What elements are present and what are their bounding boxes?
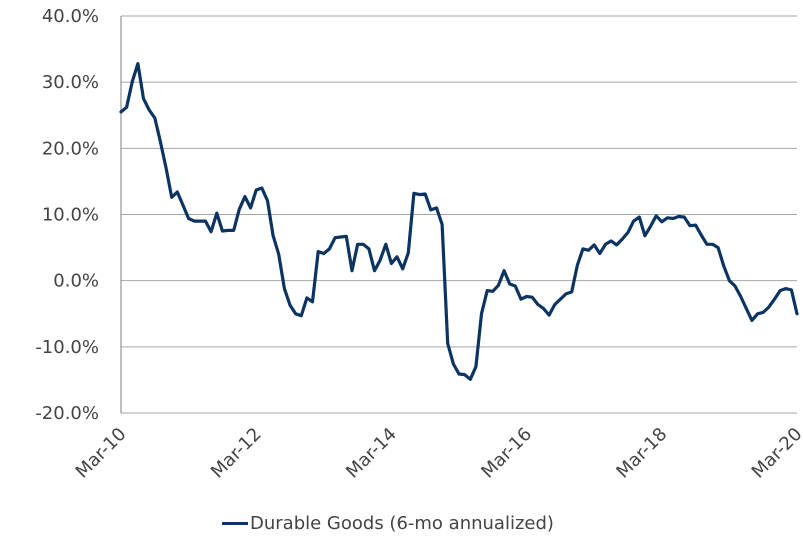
x-tick-label: Mar-10 bbox=[72, 424, 131, 483]
x-tick-label: Mar-18 bbox=[612, 424, 671, 483]
gridlines bbox=[121, 15, 797, 414]
x-tick-label: Mar-20 bbox=[748, 424, 803, 483]
y-tick-label: -20.0% bbox=[35, 403, 99, 424]
legend-swatch bbox=[222, 521, 248, 525]
y-tick-label: -10.0% bbox=[35, 337, 99, 358]
y-tick-label: 20.0% bbox=[42, 138, 99, 159]
y-tick-labels: -20.0% -10.0% 0.0% 10.0% 20.0% 30.0% 40.0% bbox=[35, 6, 99, 424]
y-tick-label: 0.0% bbox=[53, 271, 99, 292]
y-tick-label: 40.0% bbox=[42, 6, 99, 27]
x-tick-labels: Mar-10 Mar-12 Mar-14 Mar-16 Mar-18 Mar-20 bbox=[72, 424, 803, 483]
x-tick-label: Mar-12 bbox=[207, 424, 266, 483]
legend: Durable Goods (6-mo annualized) bbox=[222, 510, 554, 536]
y-tick-label: 30.0% bbox=[42, 72, 99, 93]
legend-label: Durable Goods (6-mo annualized) bbox=[250, 512, 554, 534]
x-tick-label: Mar-16 bbox=[477, 424, 536, 483]
y-tick-label: 10.0% bbox=[42, 205, 99, 226]
series-line bbox=[119, 61, 799, 381]
x-tick-label: Mar-14 bbox=[342, 424, 401, 483]
